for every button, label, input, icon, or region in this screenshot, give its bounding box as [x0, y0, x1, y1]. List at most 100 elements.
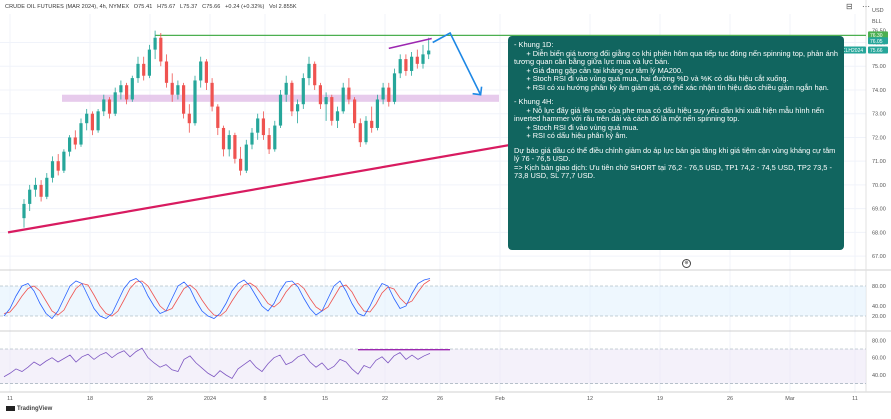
- price-label: 76.30: [870, 33, 883, 39]
- note-line: + Stoch RSI đi vào vùng quá mua.: [514, 122, 639, 132]
- rsi-line: [3, 347, 431, 380]
- time-tick-label: Mar: [785, 396, 795, 402]
- globe-icon[interactable]: ⊕: [682, 259, 691, 268]
- candle-body: [153, 37, 157, 50]
- note-line: + RSI có xu hướng phân kỳ âm giảm giá, c…: [514, 82, 829, 92]
- price-label-bg: [868, 31, 888, 39]
- candle-body: [102, 99, 106, 112]
- time-tick-label: Feb: [495, 396, 504, 402]
- price-tick-label: 67.00: [872, 254, 886, 260]
- candle-body: [335, 111, 340, 121]
- candle-body: [85, 113, 89, 124]
- symbol-header: CRUDE OIL FUTURES (MAR 2024), 4h, NYMEX …: [5, 4, 300, 10]
- currency-label: USD: [872, 8, 884, 14]
- candle-body: [164, 61, 169, 83]
- time-tick-label: 26: [437, 396, 443, 402]
- stoch-tick-label: 80.00: [872, 284, 886, 290]
- tool-icon[interactable]: ⊟: [846, 2, 853, 11]
- time-tick-label: 22: [382, 396, 388, 402]
- candle-body: [170, 82, 174, 95]
- candle-body: [410, 56, 414, 71]
- candle-body: [290, 82, 294, 112]
- stoch-band: [0, 286, 866, 316]
- candle-body: [147, 49, 151, 76]
- candle-body: [187, 113, 191, 124]
- candle-body: [33, 184, 37, 190]
- time-tick-label: 11: [7, 396, 13, 402]
- time-tick-label: 15: [322, 396, 328, 402]
- candle-body: [404, 59, 408, 71]
- candle-body: [387, 87, 391, 102]
- candle-body: [398, 59, 402, 74]
- candle-body: [125, 85, 129, 100]
- candle-body: [136, 63, 140, 79]
- candle-body: [28, 189, 32, 204]
- symbol-title[interactable]: CRUDE OIL FUTURES (MAR 2024), 4h, NYMEX: [5, 4, 130, 10]
- analysis-note: - Khung 1D: + Diễn biến giá tương đối gi…: [508, 36, 844, 250]
- price-label: CLH2024: [842, 48, 863, 54]
- candle-body: [256, 118, 260, 133]
- candle-body: [239, 158, 243, 171]
- tradingview-logo[interactable]: TradingView: [6, 406, 52, 412]
- candle-body: [364, 120, 368, 143]
- volume-value: Vol 2.855K: [269, 4, 297, 10]
- candle-body: [381, 87, 385, 100]
- candle-body: [45, 177, 49, 197]
- stoch-tick-label: 40.00: [872, 304, 886, 310]
- price-tick-label: 68.00: [872, 230, 886, 236]
- time-tick-label: 2024: [204, 396, 216, 402]
- note-line: - Khung 4H:: [514, 97, 554, 106]
- candle-body: [244, 144, 248, 171]
- change-value: +0.24 (+0.32%): [225, 4, 265, 10]
- candle-body: [267, 135, 271, 150]
- candle-body: [182, 85, 186, 114]
- currency-sub-label: BLL: [872, 19, 882, 25]
- candle-body: [62, 151, 66, 171]
- price-tick-label: 71.00: [872, 159, 886, 165]
- time-tick-label: 18: [87, 396, 93, 402]
- candle-body: [142, 63, 146, 76]
- candle-body: [56, 161, 60, 171]
- candle-body: [113, 92, 117, 114]
- candle-body: [347, 87, 351, 100]
- candle-body: [353, 99, 357, 124]
- note-line: + Nỗ lực đẩy giá lên cao của phe mua có …: [514, 105, 827, 123]
- rsi-tick-label: 60.00: [872, 356, 886, 362]
- stoch-tick-label: 20.00: [872, 314, 886, 320]
- candle-body: [307, 63, 311, 79]
- candle-body: [130, 78, 134, 100]
- price-tick-label: 73.00: [872, 112, 886, 118]
- open-value: O75.41: [133, 4, 153, 10]
- rsi-tick-label: 80.00: [872, 338, 886, 344]
- candle-body: [318, 85, 322, 105]
- price-tick-label: 75.00: [872, 64, 886, 70]
- candle-body: [90, 113, 94, 131]
- rising-trendline: [7, 135, 561, 234]
- close-value: C75.66: [202, 4, 221, 10]
- candle-body: [284, 82, 288, 95]
- more-icon[interactable]: ⋯: [862, 2, 870, 11]
- candle-body: [68, 137, 72, 152]
- price-label-bg: [840, 46, 866, 54]
- candle-body: [261, 118, 265, 136]
- candle-body: [370, 120, 374, 128]
- candle-body: [415, 56, 419, 64]
- rsi-tick-label: 40.00: [872, 373, 886, 379]
- price-tick-label: 69.00: [872, 207, 886, 213]
- candle-body: [233, 135, 237, 159]
- candle-body: [22, 203, 26, 219]
- time-tick-label: 11: [852, 396, 858, 402]
- high-value: H75.67: [157, 4, 176, 10]
- candle-body: [227, 135, 231, 150]
- time-tick-label: 12: [587, 396, 593, 402]
- note-line: - Khung 1D:: [514, 40, 554, 49]
- candle-body: [204, 61, 208, 83]
- candle-body: [73, 137, 77, 145]
- price-tick-label: 70.00: [872, 183, 886, 189]
- stoch-k-line: [3, 278, 431, 320]
- rsi-band: [0, 349, 866, 384]
- price-label-bg: [868, 46, 888, 54]
- candle-body: [107, 99, 112, 114]
- time-tick-label: 8: [263, 396, 266, 402]
- time-tick-label: 26: [147, 396, 153, 402]
